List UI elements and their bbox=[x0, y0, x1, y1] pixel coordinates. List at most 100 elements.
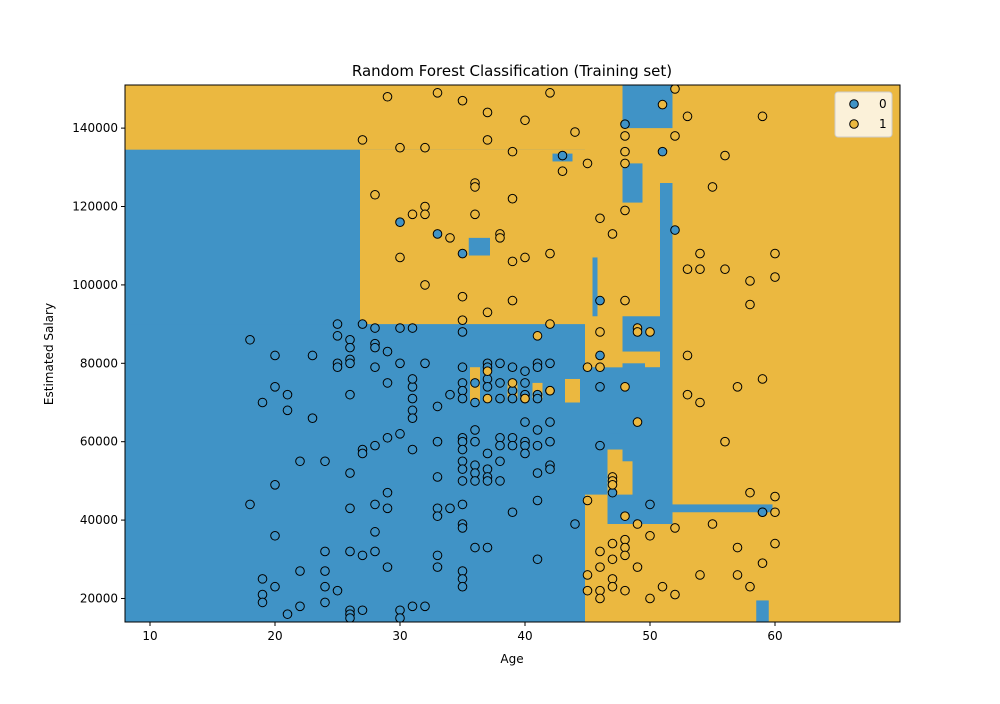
point-class-1 bbox=[607, 554, 618, 565]
point-class-1 bbox=[595, 362, 605, 373]
point-class-1 bbox=[682, 350, 693, 361]
point-class-0 bbox=[345, 546, 355, 557]
point-class-0 bbox=[295, 566, 305, 576]
point-class-1 bbox=[470, 209, 480, 220]
point-class-0 bbox=[345, 342, 355, 353]
chart-title: Random Forest Classification (Training s… bbox=[352, 62, 672, 80]
point-class-0 bbox=[320, 456, 330, 467]
point-class-1 bbox=[657, 581, 668, 592]
point-class-1 bbox=[757, 558, 768, 569]
point-class-1 bbox=[582, 158, 593, 169]
point-class-1 bbox=[770, 538, 780, 549]
point-class-0 bbox=[382, 346, 393, 357]
point-class-0 bbox=[407, 374, 418, 384]
data-points bbox=[245, 85, 780, 622]
point-class-1 bbox=[507, 378, 518, 388]
point-class-0 bbox=[432, 562, 443, 572]
point-class-1 bbox=[620, 534, 630, 545]
point-class-1 bbox=[645, 530, 655, 541]
point-class-1 bbox=[507, 295, 518, 306]
point-class-1 bbox=[757, 111, 768, 122]
point-class-0 bbox=[382, 562, 393, 572]
point-class-1 bbox=[682, 264, 693, 275]
legend-marker bbox=[849, 99, 859, 109]
point-class-0 bbox=[470, 468, 480, 478]
point-class-0 bbox=[320, 566, 330, 576]
point-class-1 bbox=[420, 209, 430, 220]
point-class-0 bbox=[457, 248, 468, 259]
point-class-0 bbox=[257, 597, 268, 608]
point-class-1 bbox=[457, 95, 468, 106]
point-class-0 bbox=[370, 546, 380, 557]
point-class-0 bbox=[495, 440, 505, 451]
point-class-0 bbox=[382, 487, 393, 498]
point-class-1 bbox=[607, 574, 618, 584]
point-class-0 bbox=[320, 546, 330, 557]
point-class-0 bbox=[345, 468, 355, 478]
point-class-1 bbox=[370, 189, 380, 200]
point-class-0 bbox=[345, 358, 355, 369]
point-class-0 bbox=[445, 503, 455, 514]
point-class-0 bbox=[545, 464, 555, 474]
decision-region-class-0 bbox=[622, 163, 643, 203]
point-class-0 bbox=[757, 507, 768, 518]
point-class-0 bbox=[295, 601, 305, 612]
point-class-0 bbox=[457, 385, 468, 396]
point-class-0 bbox=[382, 378, 393, 388]
point-class-1 bbox=[595, 213, 605, 224]
point-class-0 bbox=[270, 480, 280, 490]
point-class-0 bbox=[532, 440, 543, 451]
point-class-0 bbox=[482, 476, 493, 486]
point-class-1 bbox=[657, 99, 668, 110]
point-class-1 bbox=[470, 182, 480, 192]
point-class-0 bbox=[407, 413, 418, 423]
point-class-0 bbox=[395, 605, 405, 616]
point-class-1 bbox=[695, 397, 705, 408]
point-class-0 bbox=[457, 476, 468, 486]
point-class-0 bbox=[507, 362, 518, 373]
point-class-0 bbox=[570, 519, 580, 529]
point-class-0 bbox=[520, 440, 530, 451]
point-class-1 bbox=[720, 150, 730, 161]
point-class-0 bbox=[557, 150, 568, 161]
point-class-0 bbox=[420, 358, 430, 369]
point-class-0 bbox=[370, 440, 380, 451]
decision-region-class-1 bbox=[565, 378, 580, 403]
point-class-0 bbox=[257, 397, 268, 408]
point-class-1 bbox=[632, 519, 643, 529]
point-class-0 bbox=[595, 382, 605, 392]
point-class-0 bbox=[532, 495, 543, 506]
point-class-0 bbox=[495, 456, 505, 467]
point-class-1 bbox=[632, 562, 643, 572]
legend: 01 bbox=[834, 91, 893, 138]
point-class-1 bbox=[745, 276, 755, 286]
point-class-0 bbox=[532, 468, 543, 478]
point-class-1 bbox=[595, 593, 605, 604]
point-class-1 bbox=[620, 205, 630, 216]
point-class-0 bbox=[470, 397, 480, 408]
axes: 10 20 30 40 50 602000040000600008000010000012… bbox=[72, 84, 901, 643]
point-class-0 bbox=[520, 448, 530, 459]
point-class-1 bbox=[682, 111, 693, 122]
y-tick-label: 120000 bbox=[72, 200, 118, 214]
point-class-1 bbox=[770, 248, 780, 259]
point-class-0 bbox=[507, 507, 518, 518]
point-class-0 bbox=[645, 499, 655, 510]
point-class-1 bbox=[382, 91, 393, 102]
decision-region-class-0 bbox=[635, 406, 660, 462]
point-class-0 bbox=[382, 432, 393, 443]
point-class-1 bbox=[507, 193, 518, 204]
point-class-0 bbox=[245, 499, 255, 510]
point-class-1 bbox=[745, 487, 755, 498]
point-class-1 bbox=[757, 374, 768, 384]
point-class-1 bbox=[595, 562, 605, 572]
point-class-1 bbox=[620, 158, 630, 169]
x-tick-label: 40 bbox=[517, 629, 532, 643]
point-class-0 bbox=[245, 334, 255, 345]
point-class-1 bbox=[432, 88, 443, 98]
point-class-0 bbox=[457, 444, 468, 455]
point-class-1 bbox=[620, 585, 630, 596]
point-class-0 bbox=[457, 574, 468, 584]
point-class-1 bbox=[545, 319, 555, 329]
